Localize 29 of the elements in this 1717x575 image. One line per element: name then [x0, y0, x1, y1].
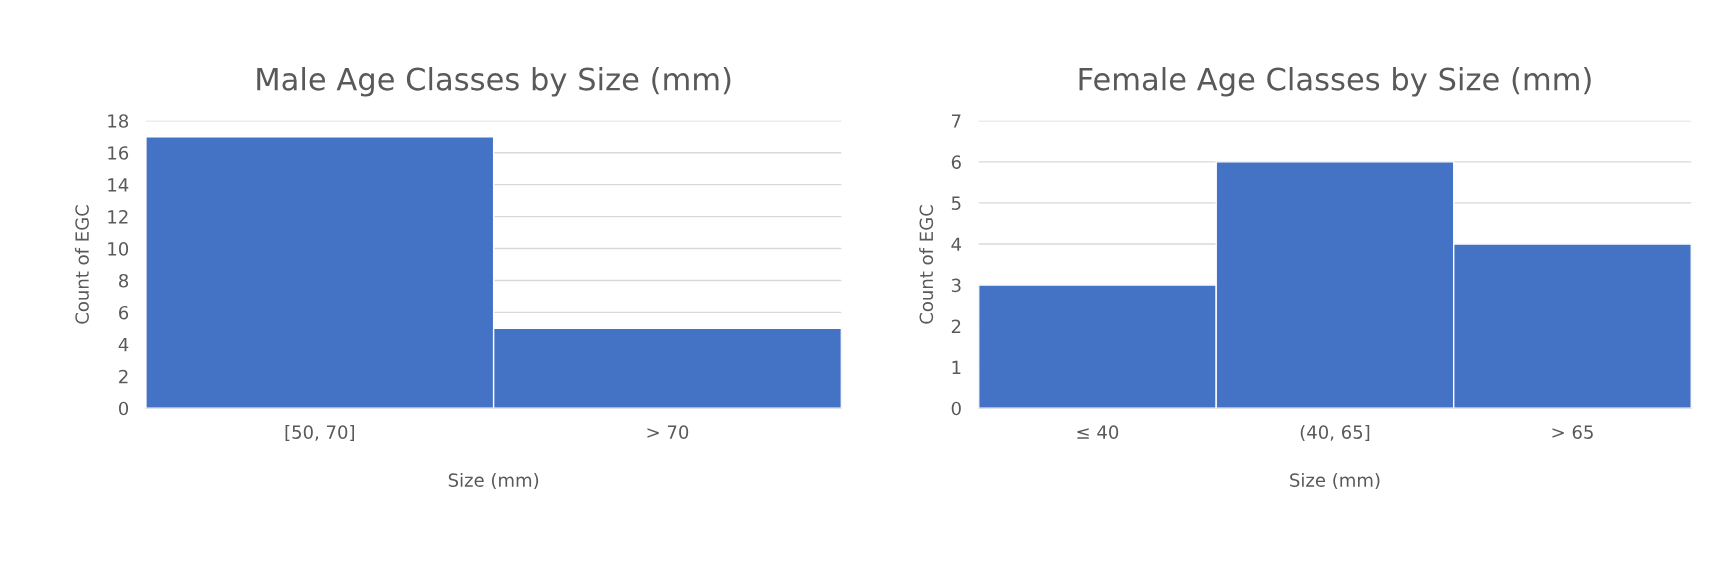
y-axis-title: Count of EGC — [919, 205, 934, 324]
x-tick-label: ≤ 40 — [1077, 425, 1119, 439]
chart-title: Male Age Classes by Size (mm) — [257, 66, 731, 97]
y-tick-label: 16 — [108, 146, 129, 160]
y-tick-label: 12 — [108, 210, 128, 224]
y-tick-label: 3 — [951, 278, 961, 293]
y-tick-label: 10 — [108, 241, 129, 256]
x-axis-title: Size (mm) — [448, 472, 539, 490]
y-tick-label: 18 — [108, 114, 129, 128]
y-tick-label: 0 — [951, 401, 961, 416]
y-tick-label: 4 — [951, 237, 962, 251]
y-tick-label: 2 — [951, 319, 961, 333]
y-tick-label: 6 — [951, 155, 961, 169]
y-axis-title: Count of EGC — [74, 205, 89, 324]
y-tick-label: 6 — [119, 305, 129, 320]
y-tick-label: 14 — [108, 178, 129, 192]
x-tick-label: > 70 — [647, 425, 689, 439]
y-tick-label: 7 — [952, 114, 961, 128]
y-tick-label: 1 — [952, 360, 961, 375]
y-tick-label: 0 — [118, 401, 129, 416]
y-tick-label: 4 — [118, 338, 129, 352]
y-tick-label: 8 — [119, 273, 129, 288]
chart-title: Female Age Classes by Size (mm) — [1079, 66, 1591, 97]
x-tick-label: > 65 — [1552, 425, 1593, 439]
x-tick-label: (40, 65] — [1300, 424, 1370, 442]
x-tick-label: [50, 70] — [285, 424, 354, 442]
y-tick-label: 5 — [951, 196, 961, 211]
x-axis-title: Size (mm) — [1290, 472, 1380, 490]
y-tick-label: 2 — [119, 369, 128, 384]
